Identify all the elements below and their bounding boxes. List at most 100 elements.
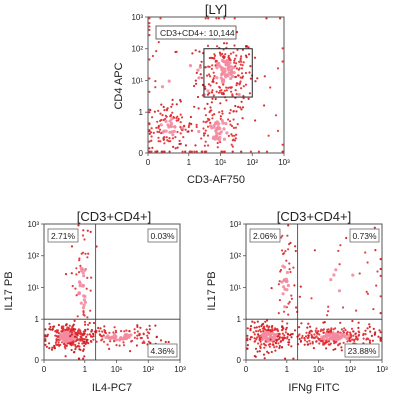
event-point [223,89,226,92]
event-point [70,272,73,275]
event-point [229,109,232,112]
event-point [154,80,157,83]
event-point [203,85,207,88]
event-point [290,336,293,339]
event-point [240,60,243,63]
event-point [317,330,320,333]
event-point [307,343,310,346]
event-point [232,51,235,54]
event-point [68,324,71,327]
event-point [366,292,369,295]
event-point [81,306,85,310]
event-point [256,320,259,323]
event-point [229,86,232,89]
event-point [108,331,111,334]
event-point [73,335,77,338]
event-point [368,341,372,344]
event-point [168,137,171,140]
event-point [284,331,287,334]
event-point [77,224,80,227]
event-point [281,332,284,335]
event-point [206,74,209,77]
x-tick-label: 10¹ [215,158,227,167]
event-point [362,337,365,340]
event-point [332,348,335,351]
event-point [168,130,172,134]
event-point [57,338,60,341]
event-point [234,104,237,108]
event-point [303,337,306,340]
event-point [287,224,290,227]
event-point [286,283,290,288]
event-point [228,120,232,123]
event-point [257,330,260,333]
event-point [293,284,296,287]
event-point [227,56,230,59]
event-point [256,336,259,339]
event-point [88,321,91,325]
event-point [79,301,83,305]
event-point [289,270,292,274]
event-point [82,298,86,302]
event-point [129,350,132,353]
event-point [82,310,85,313]
event-point [264,328,267,331]
event-point [319,339,322,342]
event-point [281,47,284,50]
event-point [222,79,226,83]
event-point [275,339,278,342]
event-point [343,334,347,338]
event-point [157,136,160,139]
event-point [257,334,261,338]
event-point [275,345,278,348]
event-point [328,343,331,346]
event-point [71,331,74,334]
event-point [184,128,187,131]
event-point [69,335,72,338]
event-point [306,326,309,329]
event-point [152,131,155,134]
event-point [246,347,249,350]
event-point [101,338,104,341]
event-point [216,45,219,48]
event-point [166,107,169,110]
event-point [57,341,60,344]
event-point [83,332,86,335]
event-point [379,331,382,334]
event-point [170,117,174,121]
event-point [340,328,343,331]
event-point [136,334,139,337]
event-point [193,150,196,153]
event-point [61,330,64,333]
event-point [274,349,277,352]
event-point [208,92,211,95]
event-point [150,127,153,130]
event-point [85,335,88,338]
event-point [159,112,162,115]
event-point [195,125,198,129]
event-point [223,42,226,45]
event-point [284,279,288,283]
event-point [313,333,316,336]
event-point [203,144,206,147]
event-point [214,64,217,67]
event-point [264,340,267,343]
event-point [231,145,234,148]
event-point [220,89,223,92]
event-point [343,327,346,330]
event-point [78,281,82,285]
event-point [80,338,83,341]
event-point [148,77,151,80]
event-point [241,48,244,51]
event-point [309,342,312,345]
event-point [268,335,272,339]
event-point [99,327,102,330]
event-point [310,297,313,300]
event-point [364,329,367,332]
event-point [263,357,266,360]
event-point [277,342,280,345]
event-point [59,335,63,339]
event-point [348,339,351,342]
x-tick-label: 10² [246,158,258,167]
event-point [157,109,160,112]
